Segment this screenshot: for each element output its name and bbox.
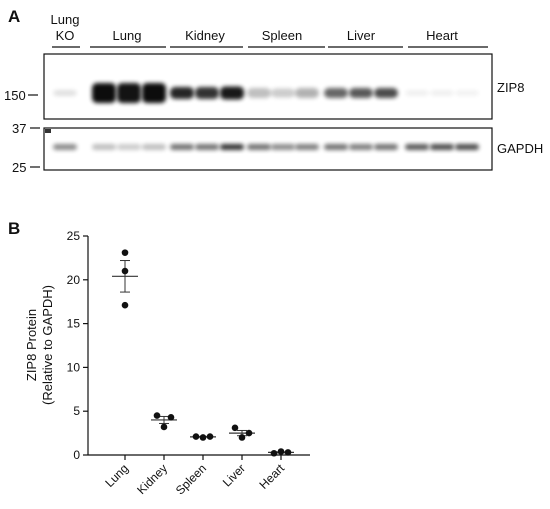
- zip8-band: [430, 90, 454, 96]
- chart-axes: 0 5 10 15 20 25 Lung Kidney Spleen Liver Heart: [67, 229, 310, 498]
- zip8-band: [405, 90, 429, 96]
- data-point: [199, 434, 207, 441]
- y-tick-label: 20: [67, 273, 81, 287]
- zip8-blot-label: ZIP8: [497, 80, 524, 95]
- x-tick-label: Liver: [220, 461, 248, 489]
- data-point: [121, 249, 129, 256]
- gapdh-band: [455, 144, 479, 150]
- gapdh-band: [195, 144, 219, 150]
- zip8-band: [374, 88, 398, 98]
- x-tick-label: Heart: [256, 461, 287, 492]
- x-tick-label: Spleen: [173, 461, 209, 497]
- lane-label-lung: Lung: [113, 28, 142, 43]
- data-point: [238, 434, 246, 441]
- gapdh-band: [405, 144, 429, 150]
- data-point: [167, 414, 175, 421]
- lane-label-lung-ko-line1: Lung: [51, 12, 80, 27]
- gapdh-band: [349, 144, 373, 150]
- gapdh-band: [220, 144, 244, 150]
- y-tick-label: 10: [67, 360, 81, 374]
- marker-smudge: [45, 129, 51, 133]
- gapdh-band: [324, 144, 348, 150]
- marker-37: 37: [12, 121, 26, 136]
- zip8-band: [195, 87, 219, 99]
- gapdh-band: [271, 144, 295, 150]
- gapdh-band: [170, 144, 194, 150]
- gapdh-band: [295, 144, 319, 150]
- zip8-band: [92, 83, 116, 103]
- y-tick-label: 0: [73, 448, 80, 462]
- data-point: [160, 423, 168, 431]
- data-point: [121, 301, 129, 309]
- gapdh-band: [92, 144, 116, 150]
- gapdh-band: [430, 144, 454, 150]
- data-point: [206, 433, 214, 440]
- chart-marks: [112, 249, 294, 457]
- zip8-band: [170, 87, 194, 99]
- y-axis-label-line1: ZIP8 Protein: [24, 309, 39, 381]
- zip8-band: [117, 83, 141, 103]
- data-point: [192, 433, 200, 440]
- data-point: [284, 449, 292, 456]
- lane-label-lung-ko-line2: KO: [56, 28, 75, 43]
- data-point: [121, 267, 129, 275]
- gapdh-band: [247, 144, 271, 150]
- data-point: [270, 449, 278, 457]
- lane-label-liver: Liver: [347, 28, 376, 43]
- gapdh-band: [374, 144, 398, 150]
- marker-150: 150: [4, 88, 26, 103]
- data-point: [277, 448, 285, 455]
- x-tick-label: Lung: [102, 461, 131, 490]
- lane-label-kidney: Kidney: [185, 28, 225, 43]
- y-tick-label: 5: [73, 404, 80, 418]
- zip8-band: [295, 88, 319, 98]
- panel-a-label: A: [8, 7, 20, 26]
- zip8-band: [142, 83, 166, 103]
- marker-25: 25: [12, 160, 26, 175]
- y-axis-label-line2: (Relative to GAPDH): [40, 285, 55, 405]
- gapdh-band: [117, 144, 141, 150]
- panel-b-label: B: [8, 219, 20, 238]
- zip8-band: [271, 88, 295, 98]
- zip8-band: [53, 90, 77, 96]
- zip8-band: [324, 88, 348, 98]
- zip8-band: [349, 88, 373, 98]
- gapdh-band: [142, 144, 166, 150]
- y-tick-label: 15: [67, 317, 81, 331]
- zip8-band: [247, 88, 271, 98]
- gapdh-blot-label: GAPDH: [497, 141, 543, 156]
- y-tick-label: 25: [67, 229, 81, 243]
- gapdh-band: [53, 144, 77, 150]
- data-point: [245, 429, 253, 437]
- zip8-band: [220, 86, 244, 100]
- blot-bands: [45, 83, 479, 150]
- x-tick-label: Kidney: [134, 461, 170, 497]
- lane-label-spleen: Spleen: [262, 28, 302, 43]
- data-point: [231, 424, 239, 432]
- lane-label-heart: Heart: [426, 28, 458, 43]
- zip8-band: [455, 90, 479, 96]
- data-point: [153, 412, 161, 419]
